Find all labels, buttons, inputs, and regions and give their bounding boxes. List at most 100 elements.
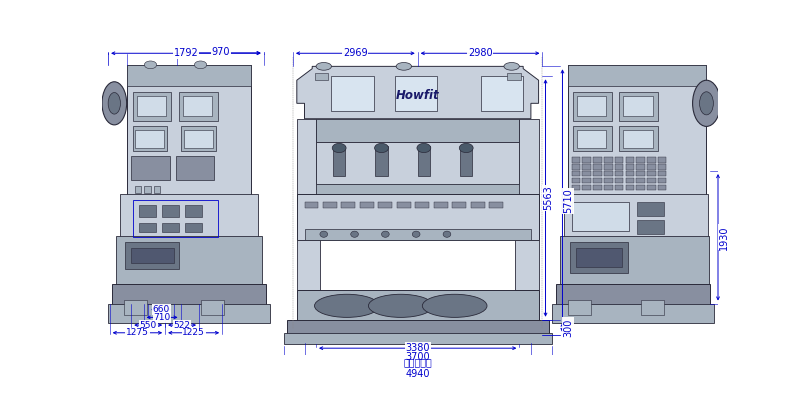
Bar bbox=[481, 76, 523, 111]
Text: 3380: 3380 bbox=[406, 343, 430, 353]
Bar bbox=[623, 96, 653, 116]
Bar bbox=[626, 157, 634, 163]
Bar bbox=[647, 171, 656, 176]
Ellipse shape bbox=[417, 143, 430, 152]
Text: 1275: 1275 bbox=[126, 328, 149, 337]
Bar bbox=[636, 157, 645, 163]
Bar bbox=[418, 146, 430, 176]
Ellipse shape bbox=[369, 294, 433, 317]
Text: 1930: 1930 bbox=[719, 225, 729, 249]
Bar bbox=[658, 171, 666, 176]
Bar bbox=[572, 202, 630, 231]
Bar bbox=[182, 126, 216, 151]
Ellipse shape bbox=[332, 143, 346, 152]
Bar bbox=[636, 164, 645, 170]
Bar bbox=[637, 220, 664, 234]
Ellipse shape bbox=[459, 143, 473, 152]
Bar bbox=[604, 185, 613, 190]
Bar bbox=[123, 300, 146, 315]
Bar bbox=[647, 185, 656, 190]
Bar bbox=[284, 333, 552, 344]
Bar bbox=[342, 202, 355, 208]
Bar bbox=[127, 65, 250, 86]
Bar bbox=[594, 178, 602, 184]
Bar bbox=[658, 178, 666, 184]
Bar bbox=[615, 185, 623, 190]
Bar bbox=[572, 185, 580, 190]
Bar bbox=[490, 202, 503, 208]
Text: 660: 660 bbox=[153, 305, 170, 314]
Text: 1792: 1792 bbox=[174, 48, 198, 58]
Bar bbox=[125, 242, 179, 269]
Bar bbox=[582, 185, 591, 190]
Bar bbox=[394, 76, 437, 111]
Bar bbox=[112, 284, 266, 307]
Bar bbox=[615, 164, 623, 170]
Bar bbox=[120, 194, 258, 237]
Bar bbox=[471, 202, 485, 208]
Text: 5563: 5563 bbox=[543, 186, 553, 210]
Bar bbox=[636, 171, 645, 176]
Bar bbox=[572, 171, 580, 176]
Ellipse shape bbox=[108, 93, 121, 114]
Bar bbox=[619, 126, 658, 151]
Bar bbox=[127, 65, 250, 196]
Bar bbox=[641, 300, 664, 315]
Bar bbox=[378, 202, 392, 208]
Bar bbox=[637, 202, 664, 216]
Bar bbox=[297, 290, 538, 321]
Text: 970: 970 bbox=[211, 47, 230, 57]
Polygon shape bbox=[297, 66, 538, 119]
Bar bbox=[131, 156, 170, 180]
Bar bbox=[604, 171, 613, 176]
Text: 5710: 5710 bbox=[563, 188, 573, 213]
Bar bbox=[658, 185, 666, 190]
Bar bbox=[626, 185, 634, 190]
Bar bbox=[564, 194, 708, 237]
Bar bbox=[594, 185, 602, 190]
Bar bbox=[185, 205, 202, 217]
Bar bbox=[647, 164, 656, 170]
Bar bbox=[560, 236, 709, 290]
Ellipse shape bbox=[314, 294, 379, 317]
Bar bbox=[568, 300, 591, 315]
Bar bbox=[594, 171, 602, 176]
Bar bbox=[570, 242, 628, 273]
Bar bbox=[615, 178, 623, 184]
Bar bbox=[297, 119, 316, 203]
Bar bbox=[116, 236, 262, 290]
Text: 4940: 4940 bbox=[406, 369, 430, 379]
Ellipse shape bbox=[320, 231, 328, 237]
Bar bbox=[139, 223, 156, 232]
Bar bbox=[577, 96, 606, 116]
Bar bbox=[314, 73, 328, 80]
Bar bbox=[108, 304, 270, 323]
Bar bbox=[572, 157, 580, 163]
Ellipse shape bbox=[144, 61, 157, 69]
Bar bbox=[333, 146, 346, 176]
Bar bbox=[553, 304, 714, 323]
Text: 2969: 2969 bbox=[343, 48, 368, 58]
Bar bbox=[144, 186, 150, 193]
Bar bbox=[452, 202, 466, 208]
Bar bbox=[179, 92, 218, 121]
Bar bbox=[305, 229, 531, 240]
Ellipse shape bbox=[412, 231, 420, 237]
Text: 300: 300 bbox=[563, 318, 573, 337]
Bar bbox=[582, 164, 591, 170]
Bar bbox=[297, 194, 538, 240]
Bar bbox=[316, 119, 519, 142]
Ellipse shape bbox=[316, 63, 331, 70]
Text: 3700: 3700 bbox=[406, 352, 430, 361]
Bar bbox=[658, 157, 666, 163]
Bar bbox=[636, 185, 645, 190]
Bar bbox=[375, 146, 388, 176]
Bar bbox=[582, 157, 591, 163]
Bar bbox=[556, 284, 710, 307]
Bar bbox=[287, 320, 549, 337]
Text: 522: 522 bbox=[174, 320, 190, 330]
Bar bbox=[460, 146, 472, 176]
Bar bbox=[135, 186, 142, 193]
Bar bbox=[604, 164, 613, 170]
Bar bbox=[131, 248, 174, 263]
